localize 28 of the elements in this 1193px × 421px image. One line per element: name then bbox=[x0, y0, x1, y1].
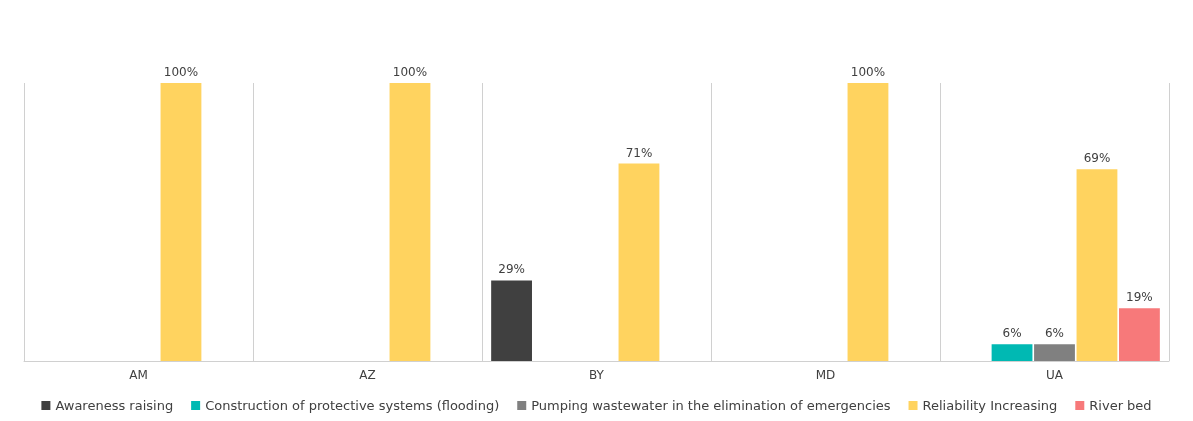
legend-label: Construction of protective systems (flooding) bbox=[205, 398, 500, 413]
bar bbox=[491, 280, 532, 361]
x-tick-label: BY bbox=[589, 368, 605, 382]
x-tick-label: UA bbox=[1046, 368, 1064, 382]
data-label: 100% bbox=[392, 65, 428, 79]
data-label: 69% bbox=[1083, 151, 1111, 166]
x-tick-label: AZ bbox=[359, 368, 376, 382]
data-label: 71% bbox=[625, 145, 653, 160]
legend-label: Reliability Increasing bbox=[922, 398, 1058, 413]
bar bbox=[1076, 169, 1118, 361]
legend-label: Pumping wastewater in the elimination of emergencies bbox=[531, 398, 891, 413]
bar bbox=[847, 83, 889, 361]
bar bbox=[991, 344, 1033, 361]
bar bbox=[160, 83, 202, 361]
bar bbox=[1034, 344, 1075, 361]
data-label: 19% bbox=[1126, 290, 1153, 305]
legend-label: Awareness raising bbox=[55, 398, 174, 413]
data-label: 6% bbox=[1002, 326, 1022, 341]
data-label: 100% bbox=[850, 65, 886, 79]
x-tick-label: MD bbox=[815, 368, 836, 382]
legend-label: River bed bbox=[1089, 398, 1152, 413]
bar bbox=[1119, 308, 1160, 361]
bar bbox=[389, 83, 431, 361]
data-label: 29% bbox=[498, 262, 525, 277]
data-label: 6% bbox=[1044, 326, 1065, 341]
data-label: 100% bbox=[163, 65, 199, 79]
x-tick-label: AM bbox=[129, 368, 148, 382]
bar bbox=[618, 163, 660, 361]
